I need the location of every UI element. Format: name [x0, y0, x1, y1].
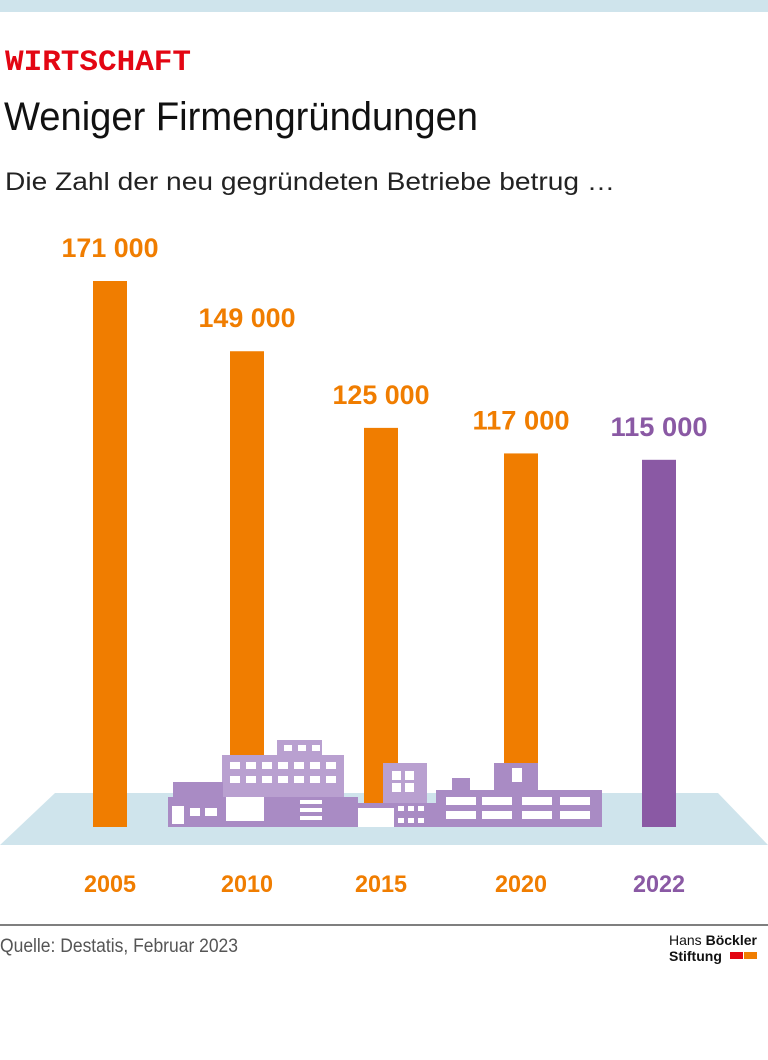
x-tick-label: 2015: [355, 871, 407, 898]
chart-subtitle: Die Zahl der neu gegründeten Betriebe be…: [5, 168, 615, 196]
bar: [642, 459, 676, 827]
value-label: 171 000: [62, 233, 159, 263]
bar: [364, 427, 398, 827]
bars: [93, 281, 676, 827]
value-label: 125 000: [333, 380, 430, 410]
logo-line2: Stiftung: [669, 948, 722, 964]
value-label: 149 000: [199, 303, 296, 333]
x-tick-label: 2010: [221, 871, 273, 898]
value-label: 117 000: [473, 405, 570, 435]
x-tick-label: 2005: [84, 871, 136, 898]
logo-regular: Hans: [669, 932, 702, 948]
top-band: [0, 0, 768, 12]
value-label: 115 000: [611, 412, 708, 442]
x-tick-label: 2022: [633, 871, 685, 898]
kicker: WIRTSCHAFT: [5, 46, 191, 80]
buildings: [168, 740, 602, 827]
bar: [230, 351, 264, 827]
logo-bold: Böckler: [706, 932, 758, 948]
logo-mark: [744, 952, 757, 959]
logo-text: Hans Böckler: [669, 932, 757, 948]
bar: [93, 281, 127, 827]
chart-title: Weniger Firmengründungen: [4, 95, 478, 139]
source: Quelle: Destatis, Februar 2023: [0, 936, 238, 957]
x-tick-label: 2020: [495, 871, 547, 898]
logo-mark: [730, 952, 743, 959]
